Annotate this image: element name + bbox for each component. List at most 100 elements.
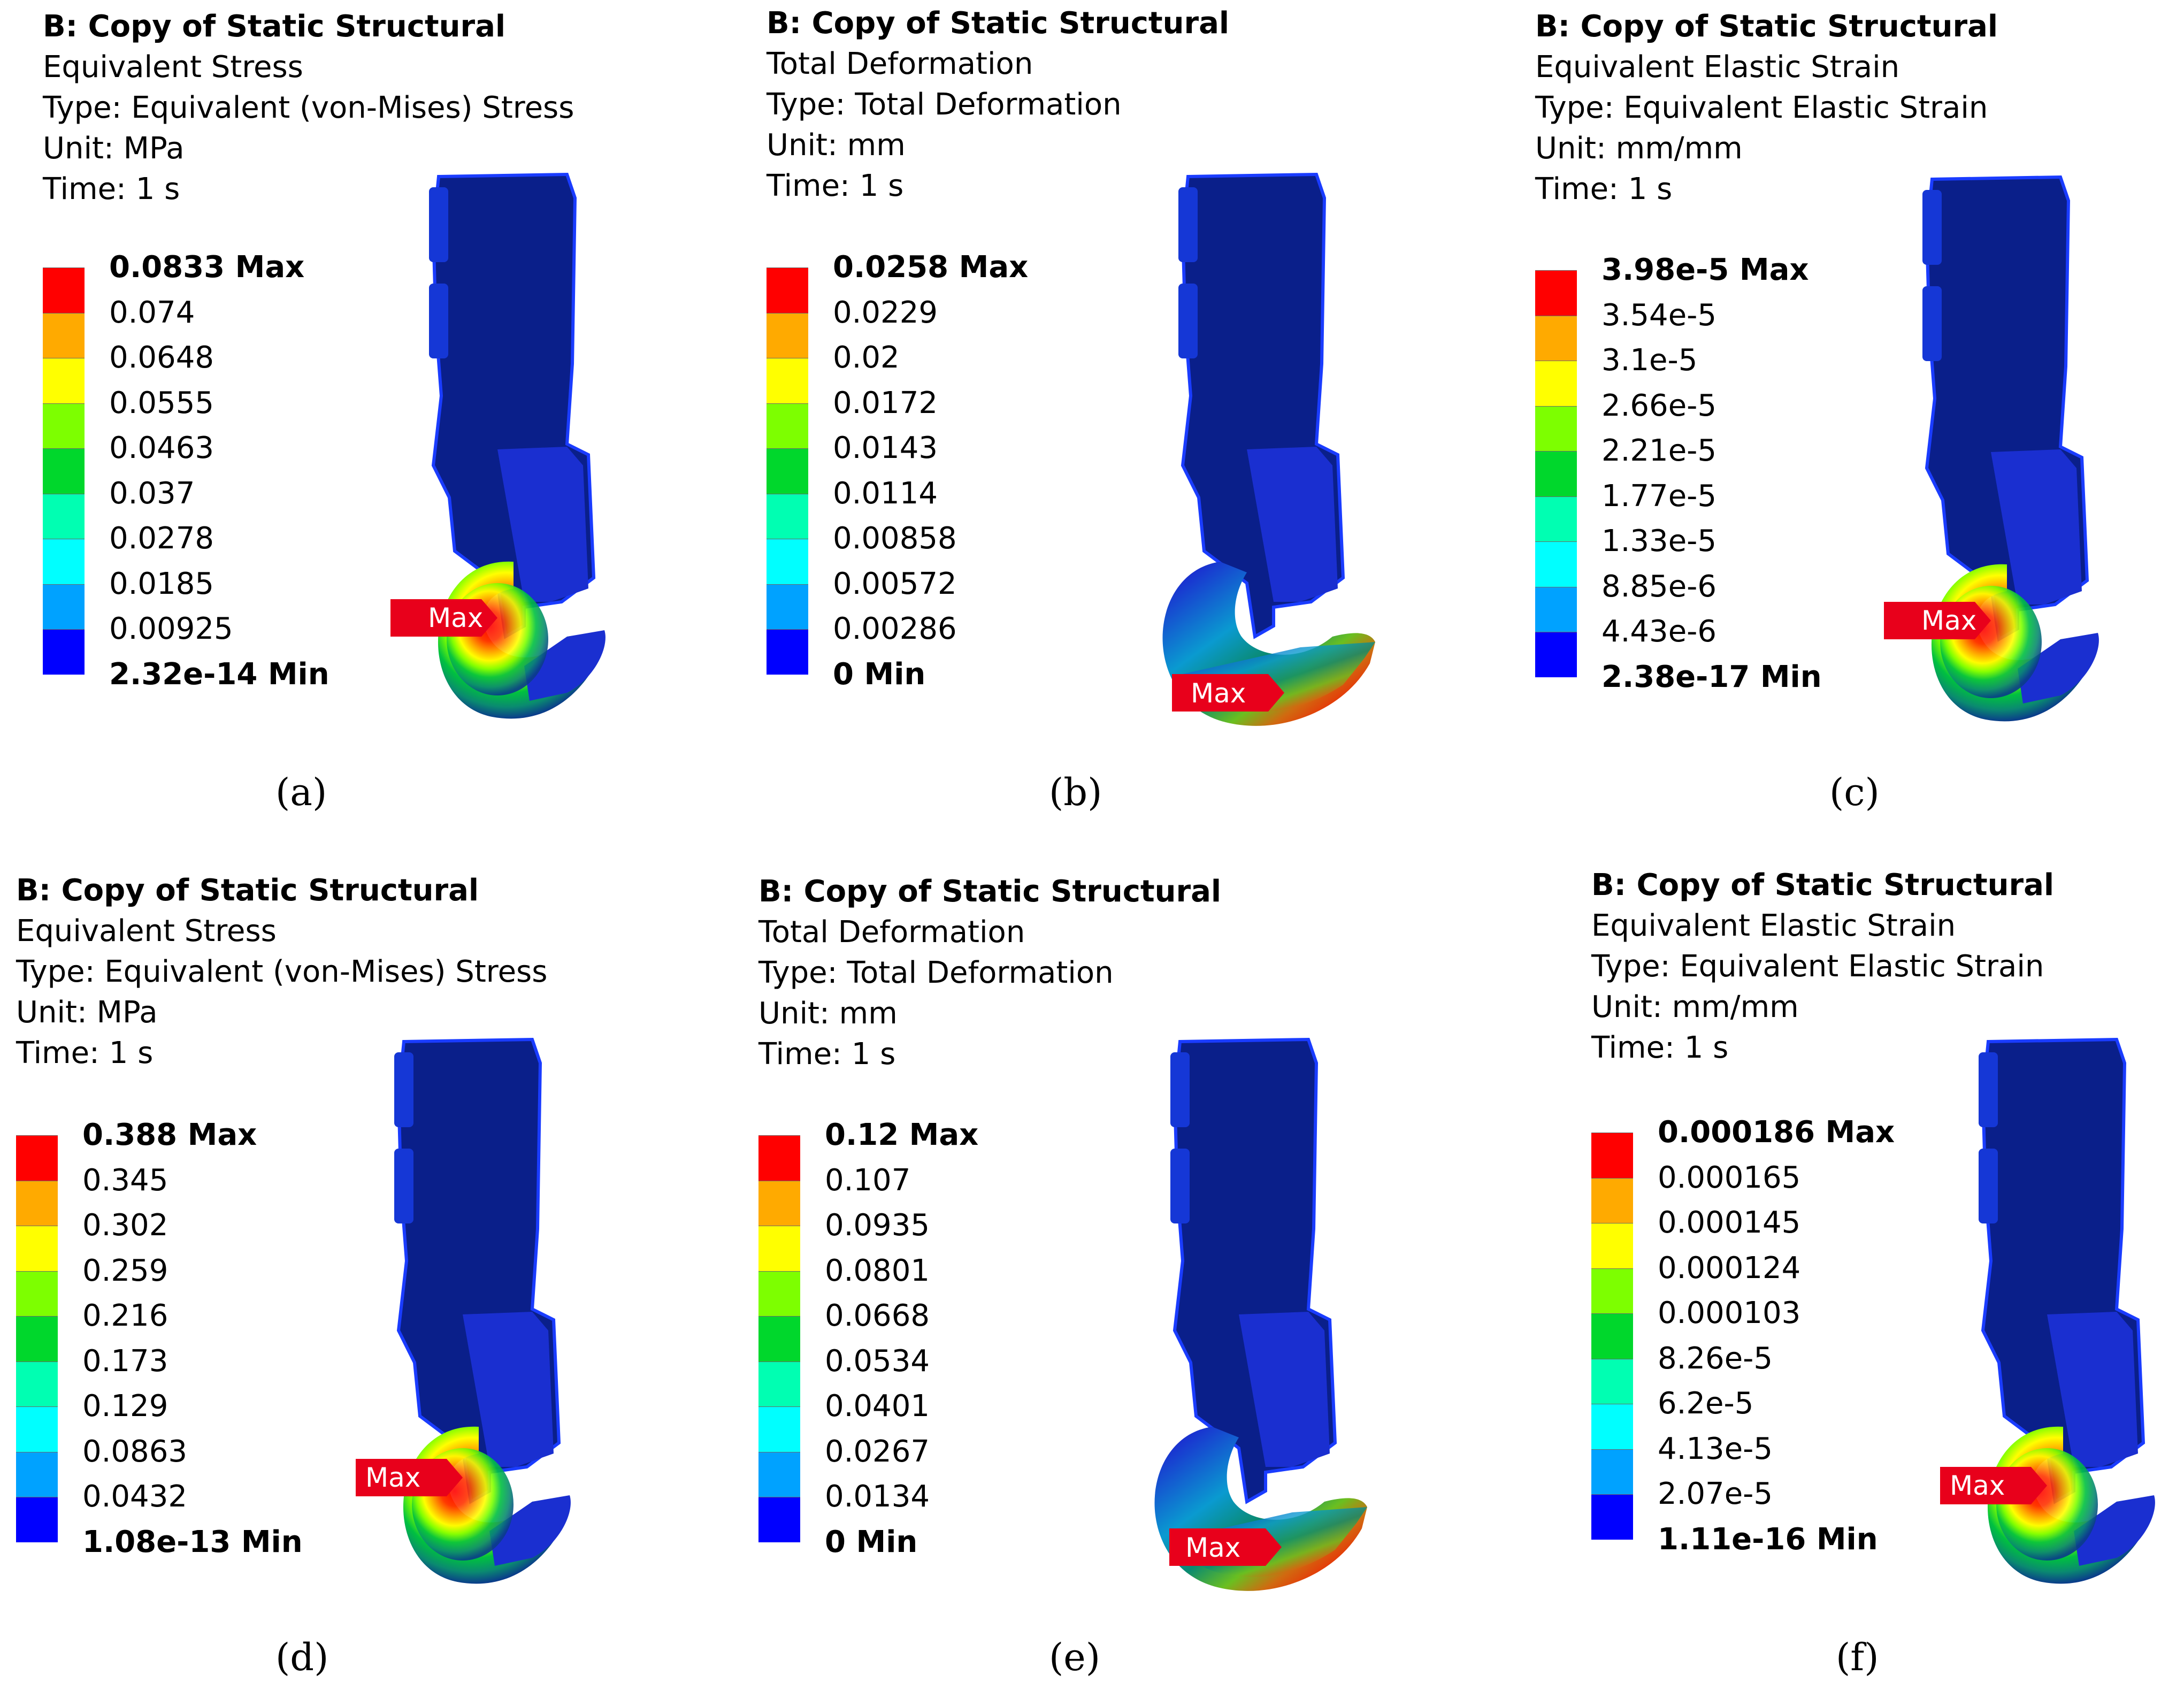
legend-label: 0.0534 bbox=[825, 1343, 930, 1379]
legend-swatch bbox=[1535, 632, 1577, 677]
panel-d-header: B: Copy of Static Structural Equivalent … bbox=[16, 870, 547, 1074]
side-lug bbox=[1178, 284, 1198, 358]
panel-d-type: Type: Equivalent (von-Mises) Stress bbox=[16, 954, 548, 989]
legend-label: 0.0432 bbox=[82, 1479, 187, 1514]
legend-swatch bbox=[16, 1361, 58, 1406]
legend-swatch bbox=[16, 1135, 58, 1181]
legend-label: 8.26e-5 bbox=[1658, 1341, 1773, 1376]
panel-e-unit: Unit: mm bbox=[758, 996, 898, 1031]
legend-label: 0.216 bbox=[82, 1298, 168, 1333]
panel-a-time: Time: 1 s bbox=[43, 172, 180, 206]
legend-max-label: 0.0258 Max bbox=[833, 250, 1029, 285]
max-marker bbox=[1172, 674, 1284, 712]
panel-f-result: Equivalent Elastic Strain bbox=[1591, 908, 1956, 943]
panel-a-hook-model: Max bbox=[390, 172, 606, 719]
legend-min-label: 1.11e-16 Min bbox=[1658, 1521, 1878, 1557]
legend-swatch bbox=[1591, 1449, 1633, 1494]
legend-label: 0.0172 bbox=[833, 385, 938, 420]
legend-swatch bbox=[758, 1135, 800, 1181]
legend-swatch bbox=[1591, 1268, 1633, 1313]
legend-swatch bbox=[1591, 1133, 1633, 1178]
legend-swatch bbox=[16, 1451, 58, 1497]
legend-label: 0.000145 bbox=[1658, 1205, 1801, 1240]
panel-f-unit: Unit: mm/mm bbox=[1591, 990, 1799, 1024]
legend-label: 8.85e-6 bbox=[1601, 569, 1716, 604]
panel-f-header: B: Copy of Static Structural Equivalent … bbox=[1591, 865, 2054, 1068]
panel-a-header: B: Copy of Static Structural Equivalent … bbox=[43, 6, 574, 210]
legend-swatch bbox=[767, 539, 808, 584]
legend-swatch bbox=[16, 1497, 58, 1542]
legend-swatch bbox=[16, 1406, 58, 1452]
legend-swatch bbox=[43, 448, 85, 494]
legend-label: 3.1e-5 bbox=[1601, 343, 1698, 378]
legend-label: 0.037 bbox=[109, 476, 195, 511]
legend-label: 0.074 bbox=[109, 295, 195, 330]
legend-label: 0.0114 bbox=[833, 476, 938, 511]
legend-swatch bbox=[1535, 361, 1577, 406]
panel-d-unit: Unit: MPa bbox=[16, 995, 158, 1030]
legend-min-label: 0 Min bbox=[833, 656, 926, 692]
max-marker-text: Max bbox=[1950, 1470, 2005, 1501]
panel-a-caption: (a) bbox=[275, 770, 327, 814]
legend-label: 2.07e-5 bbox=[1658, 1477, 1773, 1511]
panel-d: B: Copy of Static Structural Equivalent … bbox=[0, 849, 728, 1698]
legend-min-label: 1.08e-13 Min bbox=[82, 1524, 303, 1559]
side-lug bbox=[429, 187, 448, 262]
legend-label: 0.02 bbox=[833, 340, 900, 375]
legend-swatch bbox=[758, 1406, 800, 1452]
panel-b-result: Total Deformation bbox=[767, 47, 1033, 81]
side-lug bbox=[394, 1149, 413, 1223]
panel-c-time: Time: 1 s bbox=[1535, 172, 1673, 206]
panel-e-caption: (e) bbox=[1049, 1635, 1101, 1679]
panel-c-unit: Unit: mm/mm bbox=[1535, 131, 1743, 166]
legend-label: 0.0229 bbox=[833, 295, 938, 330]
legend-label: 0.0935 bbox=[825, 1208, 930, 1243]
max-marker-text: Max bbox=[365, 1462, 420, 1493]
legend-swatch bbox=[1535, 541, 1577, 587]
legend-swatch bbox=[1591, 1404, 1633, 1449]
max-marker bbox=[1884, 602, 1991, 639]
panel-a-unit: Unit: MPa bbox=[43, 131, 185, 166]
panel-f-type: Type: Equivalent Elastic Strain bbox=[1591, 949, 2044, 984]
panel-e-hook-model: Max bbox=[1154, 1037, 1367, 1591]
panel-a-result: Equivalent Stress bbox=[43, 50, 303, 85]
legend-swatch bbox=[1535, 315, 1577, 361]
legend-swatch bbox=[43, 267, 85, 313]
legend-label: 0.00925 bbox=[109, 611, 233, 646]
legend-swatch bbox=[16, 1180, 58, 1226]
panel-c-result: Equivalent Elastic Strain bbox=[1535, 50, 1900, 85]
panel-d-system: B: Copy of Static Structural bbox=[16, 873, 479, 908]
legend-max-label: 0.0833 Max bbox=[109, 250, 305, 285]
legend-swatch bbox=[16, 1226, 58, 1271]
panel-b-type: Type: Total Deformation bbox=[767, 87, 1122, 122]
legend-label: 0.0278 bbox=[109, 521, 214, 556]
legend-swatch bbox=[758, 1271, 800, 1316]
legend-swatch bbox=[758, 1361, 800, 1406]
legend-swatch bbox=[1591, 1313, 1633, 1359]
legend-label: 0.0648 bbox=[109, 340, 214, 375]
legend-max-label: 0.12 Max bbox=[825, 1118, 979, 1152]
panel-f-time: Time: 1 s bbox=[1591, 1030, 1729, 1065]
legend-max-label: 0.000186 Max bbox=[1658, 1115, 1895, 1150]
max-marker-text: Max bbox=[1185, 1532, 1240, 1563]
panel-a: B: Copy of Static Structural Equivalent … bbox=[0, 0, 728, 849]
legend-min-label: 0 Min bbox=[825, 1524, 918, 1559]
side-lug bbox=[1170, 1052, 1190, 1127]
legend-label: 0.0668 bbox=[825, 1298, 930, 1333]
legend-label: 2.66e-5 bbox=[1601, 388, 1716, 423]
panel-d-hook-model: Max bbox=[356, 1037, 571, 1584]
legend-label: 1.77e-5 bbox=[1601, 478, 1716, 514]
legend-label: 0.129 bbox=[82, 1389, 168, 1424]
panel-e-time: Time: 1 s bbox=[758, 1037, 896, 1072]
legend-min-label: 2.38e-17 Min bbox=[1601, 659, 1822, 694]
legend-swatch bbox=[16, 1271, 58, 1316]
panel-a-system: B: Copy of Static Structural bbox=[43, 9, 506, 44]
legend-swatch bbox=[767, 312, 808, 358]
panel-c-header: B: Copy of Static Structural Equivalent … bbox=[1535, 6, 1998, 210]
panel-e: B: Copy of Static Structural Total Defor… bbox=[728, 849, 1456, 1698]
legend-swatch bbox=[758, 1180, 800, 1226]
legend-swatch bbox=[1535, 496, 1577, 541]
legend-label: 0.0134 bbox=[825, 1479, 930, 1514]
panel-c-caption: (c) bbox=[1829, 770, 1880, 814]
